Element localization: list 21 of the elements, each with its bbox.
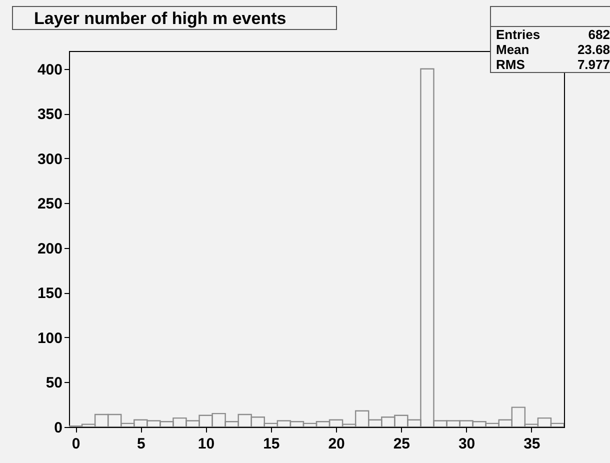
y-tick-label: 400 xyxy=(37,61,62,78)
x-tick-label: 35 xyxy=(524,436,540,452)
y-tick-label: 50 xyxy=(46,374,62,392)
y-tick-label: 0 xyxy=(54,420,62,436)
text: Mean 23.68 xyxy=(496,42,610,57)
text: RMS 7.977 xyxy=(496,57,610,72)
y-tick-label: 200 xyxy=(37,240,62,258)
y-tick-label: 150 xyxy=(37,285,62,302)
x-tick-label: 10 xyxy=(198,436,215,452)
x-tick-label: 20 xyxy=(328,436,345,452)
text: Entries 682 xyxy=(496,27,610,42)
chart-title: Layer number of high m events xyxy=(12,6,337,30)
x-tick-label: 30 xyxy=(458,436,476,452)
y-tick-label: 250 xyxy=(37,196,62,213)
x-tick-label: 0 xyxy=(72,436,80,452)
x-tick-label: 15 xyxy=(263,436,280,452)
y-tick-label: 350 xyxy=(37,106,62,124)
y-tick-label: 100 xyxy=(37,330,62,347)
y-tick-label: 300 xyxy=(37,150,62,168)
x-tick-label: 5 xyxy=(136,436,146,452)
x-tick-label: 25 xyxy=(393,436,410,452)
